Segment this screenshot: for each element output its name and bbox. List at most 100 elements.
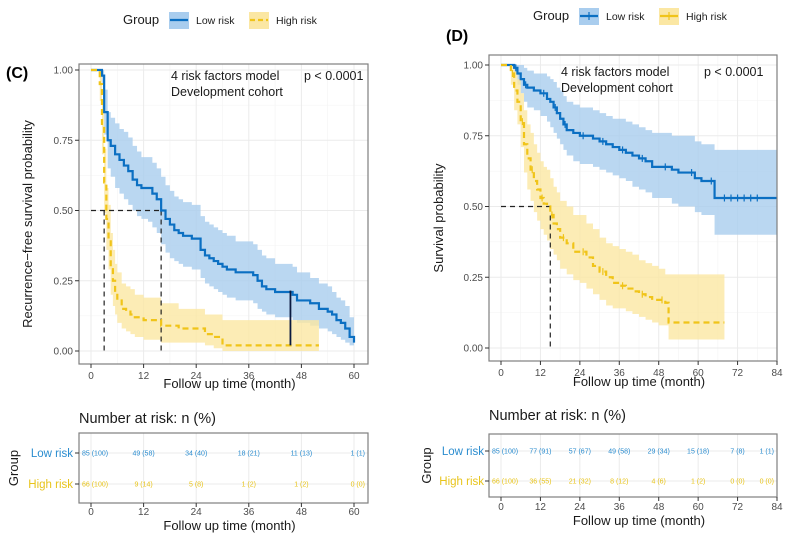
x-axis-label: Follow up time (month) (573, 374, 705, 389)
legend-label-low-risk: Low risk (196, 15, 235, 27)
survival-curve-low-risk (91, 68, 356, 343)
censor-marks-high-risk (511, 69, 663, 304)
y-tick-label: 1.00 (464, 61, 484, 72)
y-tick-label: 0.25 (54, 276, 74, 287)
risk-cell: 0 (0) (760, 479, 774, 486)
x-tick-label: 48 (653, 368, 665, 379)
y-tick-label: 0.75 (464, 131, 484, 142)
survival-curve-high-risk (91, 68, 319, 347)
annotation-model: 4 risk factors model (171, 69, 279, 83)
x-axis: 0 12 24 36 48 60 (88, 364, 360, 382)
risk-cell: 29 (34) (648, 449, 670, 456)
y-axis-label: Recurrence−free survival probability (20, 120, 35, 328)
annotation-cohort: Development cohort (561, 81, 673, 95)
risk-x-tick-label: 60 (693, 502, 705, 513)
risk-cell: 49 (58) (133, 451, 155, 458)
risk-cell: 85 (100) (82, 451, 108, 458)
risk-x-tick-label: 48 (653, 502, 665, 513)
risk-x-tick-label: 24 (191, 507, 203, 518)
risk-y-axis-label: Group (6, 450, 21, 486)
y-tick-label: 0.50 (54, 206, 74, 217)
risk-x-tick-label: 12 (535, 502, 547, 513)
legend-label-low-risk: Low risk (606, 11, 645, 23)
y-tick-label: 1.00 (54, 66, 74, 77)
p-value-label: p < 0.0001 (704, 65, 763, 79)
risk-table-background (489, 434, 777, 497)
x-tick-label: 12 (138, 371, 150, 382)
legend-label-high-risk: High risk (276, 15, 318, 27)
risk-table: Number at risk: n (%) Low risk 85 (100) 49 … (6, 411, 369, 533)
risk-cell: 0 (0) (730, 479, 744, 486)
x-tick-label: 24 (191, 371, 203, 382)
plot-frame (488, 54, 778, 362)
risk-x-tick-label: 36 (614, 502, 626, 513)
x-tick-label: 0 (88, 371, 94, 382)
risk-x-tick-label: 24 (574, 502, 586, 513)
p-value-label: p < 0.0001 (304, 69, 363, 83)
confidence-band-high-risk (501, 65, 725, 340)
plot-frame (78, 63, 369, 365)
y-tick-label: 0.00 (54, 347, 74, 358)
confidence-band-low-risk (91, 70, 354, 349)
y-tick-label: 0.75 (54, 136, 74, 147)
risk-x-axis-label: Follow up time (month) (573, 513, 705, 528)
annotation-model: 4 risk factors model (561, 65, 669, 79)
risk-x-tick-label: 0 (498, 502, 504, 513)
risk-cell: 36 (55) (529, 479, 551, 486)
risk-table-title: Number at risk: n (%) (79, 411, 216, 427)
risk-cell: 4 (6) (652, 479, 666, 486)
panel-label: (C) (6, 65, 28, 82)
censor-marks-low-risk (515, 64, 758, 202)
x-tick-label: 84 (771, 368, 783, 379)
risk-cell: 18 (21) (238, 451, 260, 458)
x-tick-label: 60 (348, 371, 360, 382)
risk-x-tick-label: 0 (88, 507, 94, 518)
risk-cell: 1 (2) (294, 482, 308, 489)
risk-cell: 49 (58) (608, 449, 630, 456)
x-tick-label: 0 (498, 368, 504, 379)
survival-curve-high-risk (501, 63, 725, 324)
x-tick-label: 12 (535, 368, 547, 379)
risk-group-label-high-risk: High risk (28, 479, 73, 491)
x-tick-label: 36 (243, 371, 255, 382)
risk-cell: 9 (14) (134, 482, 152, 489)
risk-cell: 15 (18) (687, 449, 709, 456)
risk-x-tick-label: 36 (243, 507, 255, 518)
risk-cell: 11 (13) (291, 451, 313, 458)
risk-cell: 8 (12) (610, 479, 628, 486)
median-survival-lines (501, 205, 551, 348)
risk-cell: 34 (40) (185, 451, 207, 458)
x-axis-label: Follow up time (month) (163, 376, 295, 391)
km-panel-c: 0.00 0.25 0.50 0.75 1.00 0 12 24 36 48 60 Follow up… (6, 12, 369, 533)
x-axis: 0 12 24 36 48 60 72 84 (498, 361, 783, 379)
risk-cell: 66 (100) (82, 482, 108, 489)
risk-cell: 1 (2) (691, 479, 705, 486)
y-tick-label: 0.00 (464, 344, 484, 355)
risk-group-label-low-risk: Low risk (31, 448, 73, 460)
panel-label: (D) (446, 28, 468, 45)
risk-table-background (79, 433, 368, 503)
risk-cell: 1 (1) (760, 449, 774, 456)
risk-table-title: Number at risk: n (%) (489, 408, 626, 424)
legend-title: Group (123, 12, 159, 27)
risk-y-axis-label: Group (419, 447, 434, 483)
annotation-cohort: Development cohort (171, 85, 283, 99)
risk-cell: 85 (100) (492, 449, 518, 456)
legend-label-high-risk: High risk (686, 11, 728, 23)
risk-cell: 1 (2) (242, 482, 256, 489)
survival-curve-low-risk (501, 63, 777, 200)
legend: Group Low risk High risk (123, 12, 318, 29)
km-panel-d: 0.00 0.25 0.50 0.75 1.00 0 12 24 36 48 60 72 84 Follo… (419, 8, 783, 528)
risk-cell: 0 (0) (351, 482, 365, 489)
risk-x-axis-label: Follow up time (month) (163, 518, 295, 533)
confidence-band-high-risk (91, 70, 319, 351)
risk-table: Number at risk: n (%) Low risk 85 (100) 77 … (419, 408, 783, 528)
x-tick-label: 24 (574, 368, 586, 379)
x-tick-label: 36 (614, 368, 626, 379)
y-tick-label: 0.25 (464, 273, 484, 284)
risk-x-tick-label: 84 (771, 502, 783, 513)
risk-cell: 21 (32) (569, 479, 591, 486)
risk-cell: 57 (67) (569, 449, 591, 456)
y-axis-label: Survival probability (431, 163, 446, 273)
